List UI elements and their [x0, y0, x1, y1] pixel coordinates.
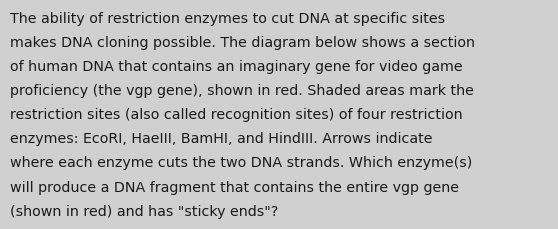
- Text: restriction sites (also called recognition sites) of four restriction: restriction sites (also called recogniti…: [10, 108, 463, 122]
- Text: (shown in red) and has "sticky ends"?: (shown in red) and has "sticky ends"?: [10, 204, 278, 218]
- Text: enzymes: EcoRI, HaeIII, BamHI, and HindIII. Arrows indicate: enzymes: EcoRI, HaeIII, BamHI, and HindI…: [10, 132, 432, 146]
- Text: The ability of restriction enzymes to cut DNA at specific sites: The ability of restriction enzymes to cu…: [10, 11, 445, 25]
- Text: where each enzyme cuts the two DNA strands. Which enzyme(s): where each enzyme cuts the two DNA stran…: [10, 156, 473, 170]
- Text: of human DNA that contains an imaginary gene for video game: of human DNA that contains an imaginary …: [10, 60, 463, 74]
- Text: will produce a DNA fragment that contains the entire vgp gene: will produce a DNA fragment that contain…: [10, 180, 459, 194]
- Text: proficiency (the vgp gene), shown in red. Shaded areas mark the: proficiency (the vgp gene), shown in red…: [10, 84, 474, 98]
- Text: makes DNA cloning possible. The diagram below shows a section: makes DNA cloning possible. The diagram …: [10, 35, 475, 49]
